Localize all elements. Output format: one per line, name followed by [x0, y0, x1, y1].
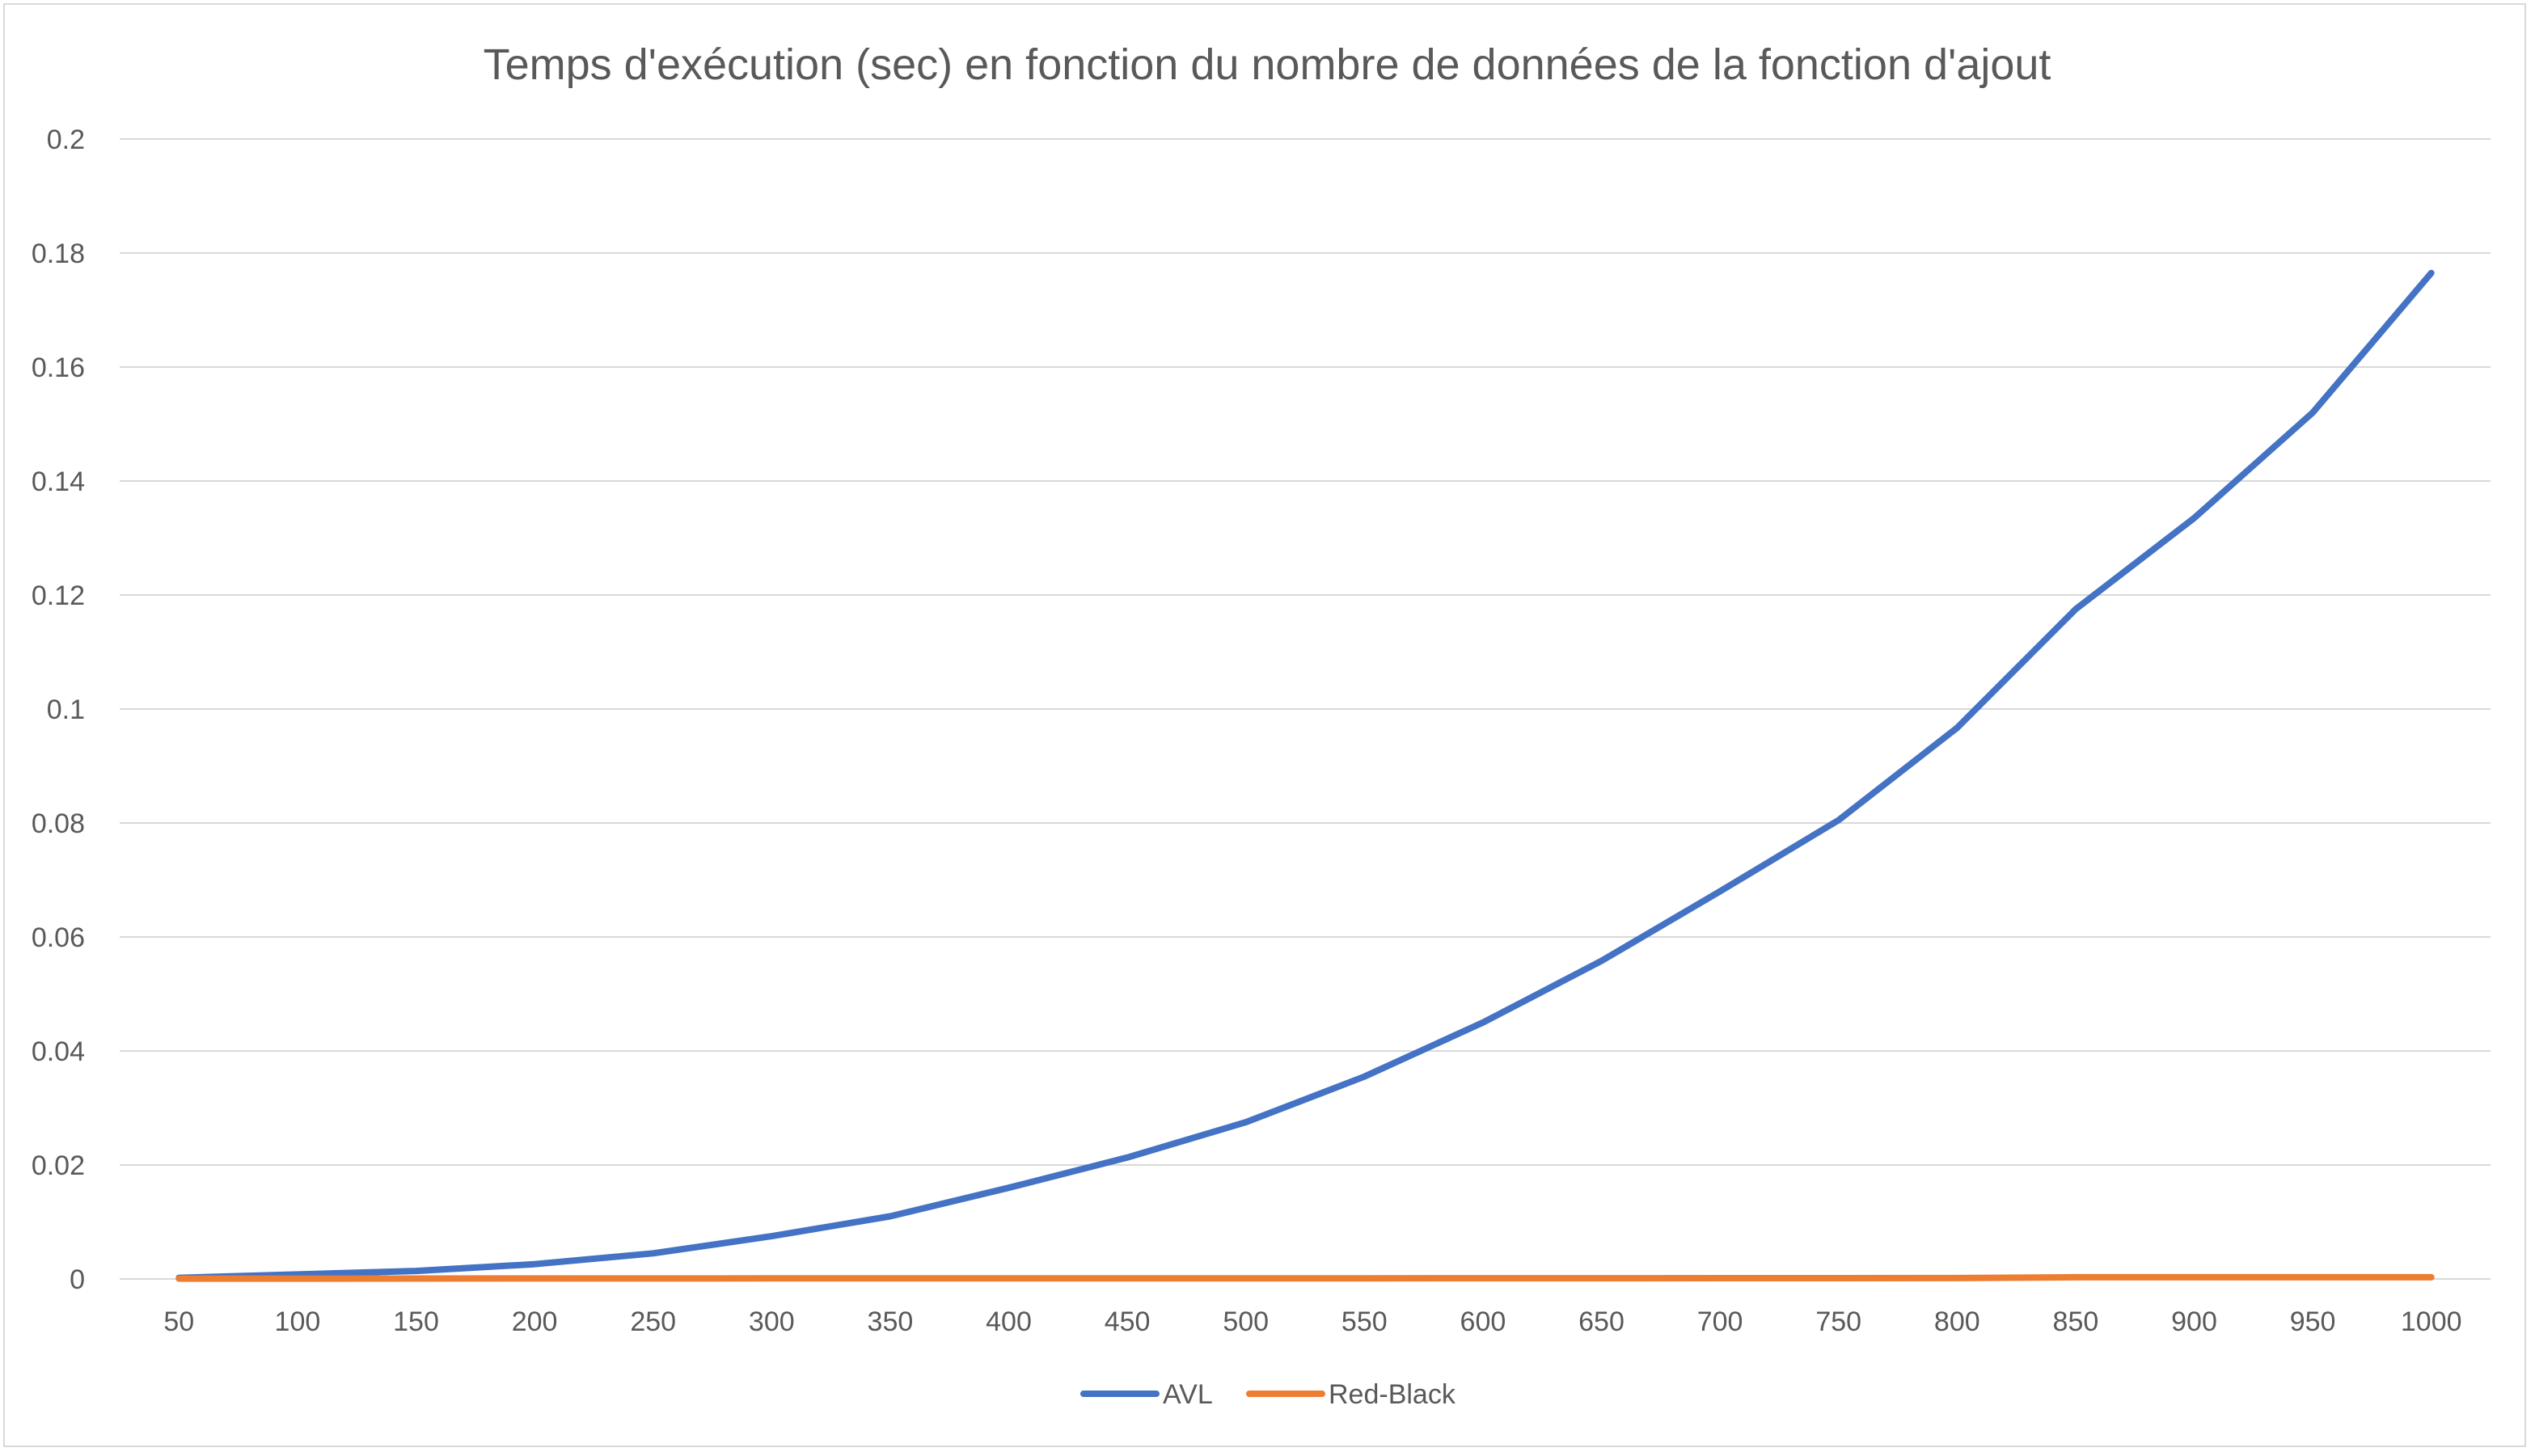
x-tick-label: 150 [393, 1306, 439, 1337]
legend: AVL Red-Black [1080, 1379, 1456, 1410]
y-axis-tick-labels: 0 0.02 0.04 0.06 0.08 0.1 0.12 0.14 0.16 0.18 0.2 [32, 124, 85, 1295]
x-tick-label: 250 [630, 1306, 676, 1337]
x-tick-label: 200 [512, 1306, 558, 1337]
x-tick-label: 950 [2290, 1306, 2336, 1337]
y-tick-label: 0.1 [47, 694, 85, 725]
y-tick-label: 0.04 [32, 1036, 85, 1067]
y-tick-label: 0.06 [32, 922, 85, 953]
x-tick-label: 800 [1934, 1306, 1980, 1337]
x-tick-label: 450 [1105, 1306, 1151, 1337]
y-tick-label: 0.02 [32, 1150, 85, 1181]
x-tick-label: 300 [749, 1306, 795, 1337]
y-tick-label: 0.18 [32, 238, 85, 269]
x-tick-label: 50 [163, 1306, 194, 1337]
legend-label: AVL [1163, 1379, 1213, 1410]
y-tick-label: 0.2 [47, 124, 85, 155]
x-tick-label: 1000 [2401, 1306, 2462, 1337]
x-tick-label: 350 [868, 1306, 914, 1337]
x-tick-label: 550 [1341, 1306, 1388, 1337]
x-tick-label: 700 [1697, 1306, 1743, 1337]
series-lines [175, 269, 2435, 1282]
x-tick-label: 600 [1460, 1306, 1506, 1337]
x-tick-label: 900 [2171, 1306, 2217, 1337]
y-tick-label: 0.14 [32, 466, 85, 497]
chart-frame [3, 3, 2526, 1447]
x-tick-label: 650 [1578, 1306, 1625, 1337]
y-tick-label: 0 [70, 1264, 85, 1295]
series-line-avl [175, 269, 2435, 1281]
x-tick-label: 500 [1223, 1306, 1269, 1337]
legend-label: Red-Black [1329, 1379, 1456, 1410]
x-axis-tick-labels: 50 100 150 200 250 300 350 400 450 500 550 600 650 70… [163, 1306, 2461, 1337]
chart-title: Temps d'exécution (sec) en fonction du n… [484, 40, 2051, 89]
x-tick-label: 750 [1815, 1306, 1861, 1337]
y-tick-label: 0.16 [32, 352, 85, 383]
x-tick-label: 100 [275, 1306, 321, 1337]
y-tick-label: 0.12 [32, 580, 85, 611]
gridlines [120, 138, 2491, 1280]
x-tick-label: 400 [986, 1306, 1032, 1337]
y-tick-label: 0.08 [32, 808, 85, 839]
x-tick-label: 850 [2053, 1306, 2099, 1337]
series-line-red-black [175, 1273, 2435, 1282]
